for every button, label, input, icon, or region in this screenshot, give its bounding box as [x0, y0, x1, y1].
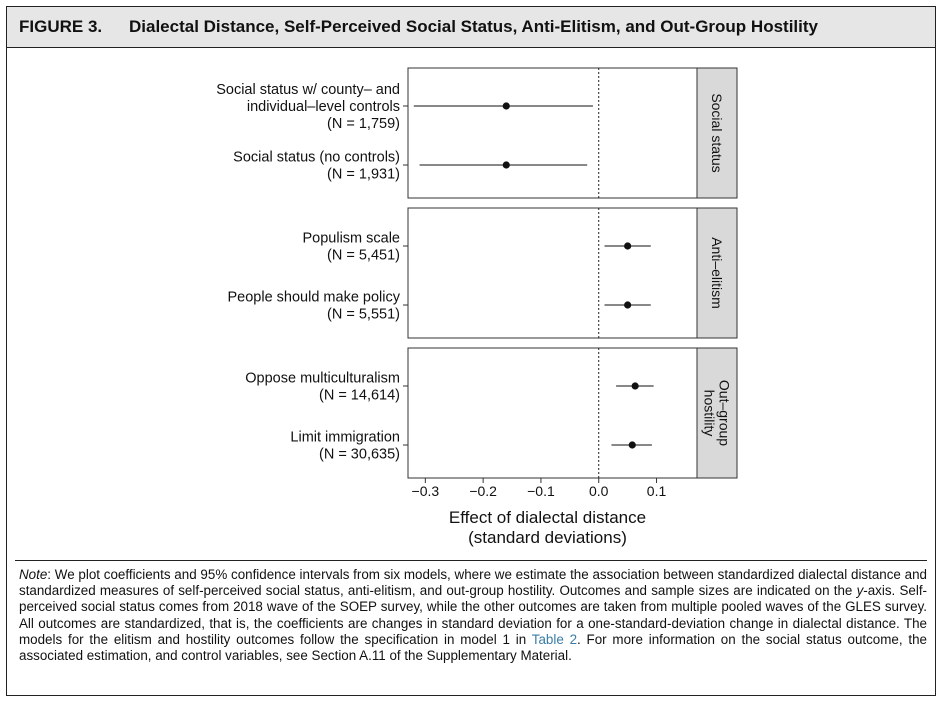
point-estimate: [624, 301, 632, 309]
note-text-2: -axis. Self-perceived social status come…: [19, 583, 927, 647]
point-estimate: [628, 441, 636, 449]
x-tick-label: 0.0: [589, 483, 609, 499]
figure-title: Dialectal Distance, Self-Perceived Socia…: [129, 17, 818, 36]
panel-2-strip: [696, 207, 738, 339]
y-tick-label: People should make policy (N = 5,551): [228, 290, 401, 323]
figure-frame: FIGURE 3. Dialectal Distance, Self-Perce…: [6, 6, 936, 696]
panel-3-strip-label: Out–grouphostility: [702, 380, 733, 446]
note-y-axis-word: y: [856, 583, 864, 599]
note-label: Note: [19, 567, 48, 582]
panel-2-strip-label: Anti–elitism: [709, 237, 725, 309]
y-tick-label: Populism scale (N = 5,451): [302, 231, 400, 264]
figure-note: Note: We plot coefficients and 95% confi…: [19, 567, 927, 664]
x-tick-label: 0.1: [647, 483, 667, 499]
panel-3-strip: [696, 347, 738, 479]
point-estimate: [624, 242, 632, 250]
panel-1-strip: [696, 67, 738, 199]
panel-1-strip-label: Social status: [709, 93, 725, 172]
x-tick-label: −0.2: [469, 483, 497, 499]
table-2-link[interactable]: Table 2: [531, 631, 578, 647]
y-tick-label: Social status w/ county– and individual–l…: [216, 82, 400, 132]
y-tick-label: Limit immigration (N = 30,635): [290, 430, 400, 463]
panel-1-box: [407, 67, 698, 199]
x-tick-label: −0.1: [527, 483, 555, 499]
note-text-3: . For more information on the social sta…: [19, 631, 927, 664]
figure-label: FIGURE 3.: [19, 17, 103, 36]
note-divider: [15, 560, 927, 561]
y-tick-label: Oppose multiculturalism (N = 14,614): [245, 371, 400, 404]
x-axis-title: Effect of dialectal distance (standard de…: [449, 508, 646, 547]
point-estimate: [502, 102, 510, 110]
coefficient-plot: Social status Social status w/ county– an…: [216, 67, 738, 547]
figure-header: FIGURE 3. Dialectal Distance, Self-Perce…: [7, 7, 935, 48]
point-estimate: [502, 161, 510, 169]
panel-2-box: [407, 207, 698, 339]
x-tick-label: −0.3: [412, 483, 440, 499]
y-tick-label: Social status (no controls) (N = 1,931): [233, 150, 400, 183]
note-text-1: : We plot coefficients and 95% confidenc…: [19, 567, 927, 599]
panel-3-box: [407, 347, 698, 479]
point-estimate: [631, 382, 639, 390]
